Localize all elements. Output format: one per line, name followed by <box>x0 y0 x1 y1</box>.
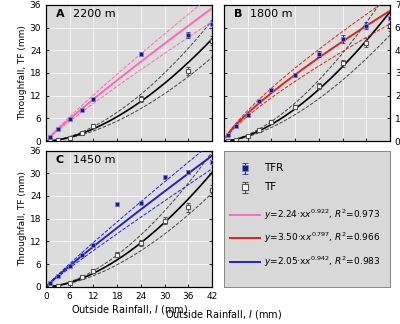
Text: 2200 m: 2200 m <box>72 9 115 19</box>
Y-axis label: Throughfall, TF (mm): Throughfall, TF (mm) <box>18 171 27 266</box>
Text: C: C <box>56 155 64 165</box>
Text: B: B <box>234 9 242 19</box>
Text: A: A <box>56 9 64 19</box>
Text: Outside Rainfall, $I$ (mm): Outside Rainfall, $I$ (mm) <box>166 308 282 321</box>
X-axis label: Outside Rainfall, $I$ (mm): Outside Rainfall, $I$ (mm) <box>70 303 188 316</box>
Text: TFR: TFR <box>264 163 283 173</box>
Text: TF: TF <box>264 182 276 192</box>
Text: $y$=2.05·x$x^{0.942}$, $R^2$=0.983: $y$=2.05·x$x^{0.942}$, $R^2$=0.983 <box>264 255 380 270</box>
Text: $y$=3.50·x$x^{0.797}$, $R^2$=0.966: $y$=3.50·x$x^{0.797}$, $R^2$=0.966 <box>264 230 380 245</box>
Y-axis label: Throughfall, TF (mm): Throughfall, TF (mm) <box>18 26 27 121</box>
Text: 1450 m: 1450 m <box>72 155 115 165</box>
Text: $y$=2.24·x$x^{0.922}$, $R^2$=0.973: $y$=2.24·x$x^{0.922}$, $R^2$=0.973 <box>264 207 380 222</box>
Text: 1800 m: 1800 m <box>250 9 293 19</box>
